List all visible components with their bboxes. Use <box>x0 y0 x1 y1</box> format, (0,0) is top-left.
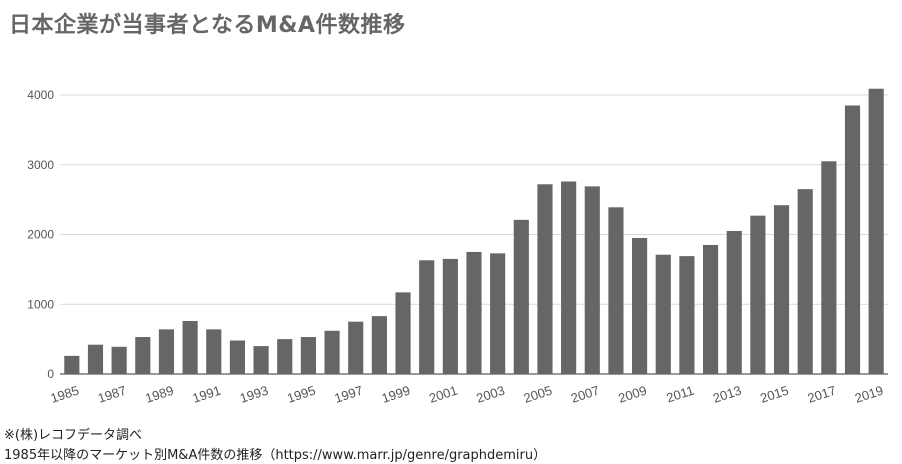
bar-1985 <box>64 355 80 374</box>
x-tick-label: 2011 <box>665 383 696 406</box>
bar-2000 <box>419 260 435 374</box>
bar-1991 <box>206 329 222 374</box>
bar-1994 <box>277 339 293 374</box>
bar-1993 <box>253 346 269 374</box>
bar-2004 <box>513 219 529 374</box>
x-tick-label: 2005 <box>522 383 554 406</box>
x-tick-label: 1993 <box>238 383 270 406</box>
x-tick-label: 2003 <box>474 383 506 406</box>
bar-2015 <box>773 205 790 374</box>
bar-2005 <box>537 184 553 374</box>
bar-2002 <box>466 251 482 374</box>
bar-2017 <box>821 161 837 374</box>
caption-note: 1985年以降のマーケット別M&A件数の推移（https://www.marr.… <box>4 448 547 463</box>
x-tick-label: 1989 <box>143 383 175 406</box>
x-tick-label: 2017 <box>806 383 838 406</box>
bar-1999 <box>395 292 411 374</box>
bar-2014 <box>750 215 766 374</box>
bar-1995 <box>300 337 316 374</box>
x-tick-label: 2015 <box>758 383 790 406</box>
bar-2019 <box>868 88 884 374</box>
bar-1988 <box>135 337 151 374</box>
bar-1990 <box>182 320 198 374</box>
bar-2016 <box>797 189 813 374</box>
bar-2006 <box>561 181 577 374</box>
x-tick-label: 2001 <box>427 383 459 406</box>
bar-2008 <box>608 207 624 374</box>
bar-2011 <box>679 256 695 374</box>
y-tick-label: 3000 <box>27 158 54 172</box>
bar-1989 <box>158 329 175 374</box>
x-tick-label: 2013 <box>711 383 743 406</box>
y-tick-label: 0 <box>47 367 54 381</box>
bar-2018 <box>844 105 861 375</box>
bar-1992 <box>229 340 245 374</box>
x-tick-label: 2007 <box>569 383 601 406</box>
x-tick-label: 1995 <box>285 383 317 406</box>
x-tick-label: 1987 <box>96 383 128 406</box>
bar-1998 <box>371 316 387 374</box>
x-tick-label: 2019 <box>853 383 885 406</box>
bar-1997 <box>348 321 364 374</box>
x-tick-label: 2009 <box>616 383 648 406</box>
x-tick-label: 1991 <box>191 383 223 406</box>
bar-2009 <box>632 237 648 374</box>
bar-1987 <box>111 346 127 374</box>
source-note: ※(株)レコフデータ調べ <box>4 428 143 443</box>
bar-2003 <box>490 253 506 374</box>
bar-1996 <box>324 330 340 374</box>
y-tick-label: 4000 <box>27 88 54 102</box>
x-tick-label: 1999 <box>380 383 412 406</box>
bar-1986 <box>87 344 104 374</box>
bar-2007 <box>584 186 600 374</box>
bar-2010 <box>655 254 671 374</box>
bar-2013 <box>726 231 742 374</box>
chart-title: 日本企業が当事者となるM&A件数推移 <box>9 13 406 38</box>
bar-2012 <box>703 244 719 374</box>
bar-chart: 0 1000 2000 3000 4000 1985 1987 1989 1991 1993 199… <box>27 88 888 406</box>
x-tick-label: 1985 <box>49 383 81 406</box>
y-tick-label: 2000 <box>27 228 54 242</box>
bar-2001 <box>442 258 458 374</box>
y-tick-label: 1000 <box>27 297 54 311</box>
x-tick-label: 1997 <box>332 383 364 406</box>
